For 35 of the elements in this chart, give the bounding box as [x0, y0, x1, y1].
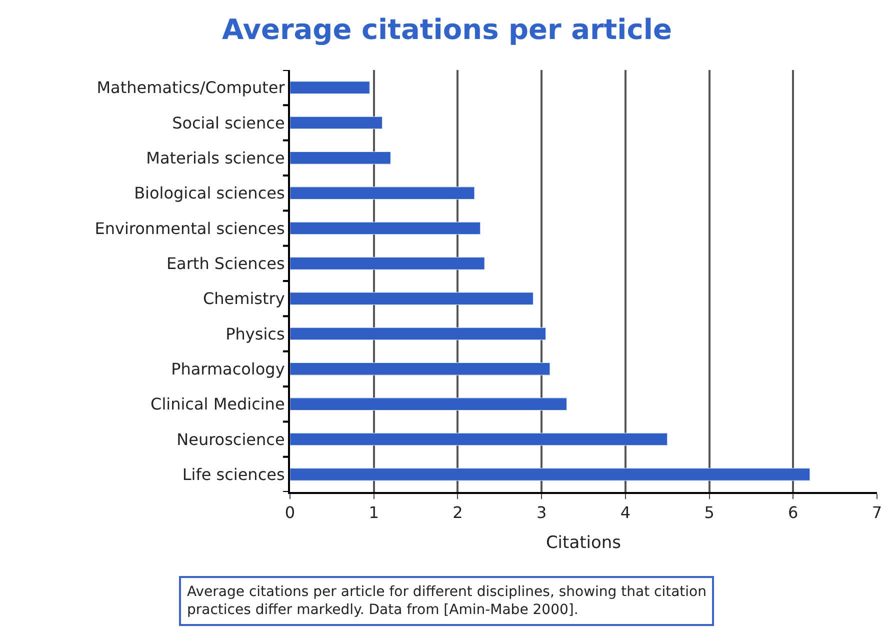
y-tick-label: Life sciences: [182, 465, 285, 484]
x-axis-title: Citations: [546, 533, 622, 554]
x-tick-label: 1: [368, 503, 379, 522]
bar: [290, 398, 567, 410]
bar: [290, 222, 481, 235]
bar: [290, 362, 550, 376]
y-tick-label: Materials science: [146, 148, 285, 168]
bar: [290, 327, 546, 340]
chart-title: Average citations per article: [222, 12, 672, 46]
y-tick-label: Biological sciences: [134, 184, 285, 203]
y-tick-label: Mathematics/Computer: [96, 78, 286, 98]
bar: [290, 81, 370, 94]
bar: [290, 468, 810, 481]
y-tick-label: Earth Sciences: [166, 254, 285, 274]
bar: [290, 152, 391, 164]
y-tick-label: Pharmacology: [171, 360, 285, 379]
x-tick-label: 4: [620, 503, 631, 522]
x-tick-label: 6: [788, 503, 798, 522]
x-tick-label: 3: [536, 503, 547, 522]
y-tick-label: Clinical Medicine: [150, 394, 285, 414]
y-tick-label: Environmental sciences: [94, 218, 285, 238]
bar: [290, 432, 668, 446]
y-tick-label: Neuroscience: [176, 430, 285, 449]
y-tick-label: Physics: [226, 324, 285, 344]
bar: [290, 116, 382, 130]
bar: [290, 292, 534, 305]
text: Average citations per article for different disciplines, showing that citation practices differ markedly. Data from [Amin-Mabe 2000].: [187, 584, 706, 618]
y-tick-label: Social science: [172, 113, 285, 132]
y-tick-label: Chemistry: [202, 289, 285, 308]
bar: [290, 186, 475, 200]
bar: [290, 257, 485, 270]
x-tick-label: 7: [872, 503, 882, 522]
x-tick-label: 5: [704, 503, 714, 522]
x-tick-label: 2: [452, 503, 463, 522]
x-tick-label: 0: [284, 503, 296, 522]
